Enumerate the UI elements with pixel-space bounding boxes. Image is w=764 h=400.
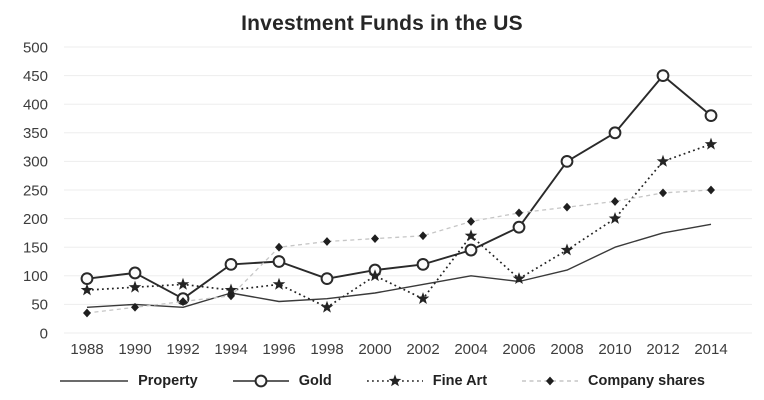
x-tick-label-2000: 2000 [358,341,391,358]
x-tick-label-2014: 2014 [694,341,727,358]
series-fine-art-point-2002 [416,292,430,304]
x-tick-label-1994: 1994 [214,341,247,358]
y-tick-label-500: 500 [23,40,48,56]
series-fine-art-point-2014 [704,137,718,150]
series-gold-point-1988 [80,272,94,286]
legend-company-shares-marker-icon [546,376,555,386]
series-fine-art-point-2012 [656,154,670,167]
legend-item-fine-art: Fine Art [366,373,487,389]
y-tick-label-350: 350 [23,125,48,142]
legend-property-swatch-icon [60,380,129,382]
series-company-shares-point-2002 [419,231,427,241]
series-gold-point-2004 [464,243,478,257]
series-fine-art-point-1994 [224,283,238,296]
x-tick-label-1988: 1988 [70,341,103,358]
series-company-shares-point-2010 [611,197,619,206]
legend-fine-art-marker-icon [388,374,402,387]
legend-gold-marker-icon [254,374,268,388]
series-fine-art-point-1996 [272,277,286,290]
series-fine-art [80,137,718,313]
series-fine-art-point-2000 [368,269,382,282]
series-fine-art-point-1990 [128,280,142,293]
series-company-shares-point-2006 [515,208,523,218]
x-tick-label-1996: 1996 [262,341,295,358]
series-property-line [86,223,712,308]
x-tick-label-2008: 2008 [550,341,583,358]
series-gold-point-2012 [656,69,670,82]
series-gold-point-1998 [320,272,334,286]
series-gold-point-2002 [416,257,430,271]
legend-item-property: Property [59,373,198,389]
series-company-shares-point-1998 [323,237,331,246]
series-company-shares-point-2004 [467,217,475,226]
y-tick-label-100: 100 [23,268,48,285]
series-company-shares-point-1996 [275,242,283,252]
series-gold-line [86,74,712,300]
y-tick-label-50: 50 [31,297,48,314]
series-fine-art-point-1992 [176,277,190,290]
series-gold-point-2010 [608,126,622,140]
plot-area: 0 50 100 150 200 250 300 350 400 450 500 1988 1990 19… [23,40,752,358]
legend-gold-swatch-icon [232,374,289,388]
legend-fine-art-swatch-icon [366,374,423,387]
y-tick-label-250: 250 [23,182,48,199]
series-company-shares-point-2000 [371,234,379,244]
series-gold-point-1994 [224,257,238,271]
series-fine-art-point-1998 [320,300,334,313]
series-company-shares-point-1992 [179,297,187,306]
y-tick-label-200: 200 [23,211,48,228]
series-gold-point-2014 [704,109,718,123]
series-company-shares [83,185,715,318]
series-fine-art-point-1988 [80,283,94,296]
x-tick-label-1990: 1990 [118,341,151,358]
chart-legend: Property Gold Fine Art Company shares [0,366,764,396]
y-tick-label-150: 150 [23,239,48,256]
chart-title: Investment Funds in the US [241,12,523,35]
x-tick-label-1992: 1992 [166,341,199,358]
series-gold-point-1990 [128,266,142,280]
legend-label-fine-art: Fine Art [432,373,488,389]
series-fine-art-line [86,143,712,309]
x-tick-label-1998: 1998 [310,341,343,358]
series-gold-point-2008 [560,155,574,168]
series-company-shares-point-1994 [227,291,235,301]
series-gold-point-1996 [272,255,286,268]
series-fine-art-point-2010 [608,212,622,224]
series-company-shares-line [86,189,712,314]
series-company-shares-point-1988 [83,308,91,318]
series-company-shares-point-2012 [659,188,667,198]
x-tick-label-2004: 2004 [454,341,487,358]
series-property [86,223,712,308]
series-fine-art-point-2006 [512,272,526,284]
y-tick-label-0: 0 [40,325,48,342]
x-tick-label-2002: 2002 [406,341,439,358]
y-tick-label-400: 400 [23,96,48,113]
legend-company-shares-swatch-icon [522,376,579,386]
series-fine-art-point-2004 [464,229,478,242]
series-company-shares-point-2008 [563,202,571,212]
legend-item-company-shares: Company shares [521,373,705,389]
x-tick-label-2006: 2006 [502,341,535,358]
series-gold [80,69,718,306]
legend-label-property: Property [138,373,198,389]
x-tick-label-2012: 2012 [646,341,679,358]
y-tick-label-450: 450 [23,68,48,85]
series-company-shares-point-2014 [707,185,715,195]
series-fine-art-point-2008 [560,243,574,256]
series-gold-point-2006 [512,220,526,234]
y-tick-label-300: 300 [23,154,48,171]
legend-item-gold: Gold [232,373,332,389]
legend-label-gold: Gold [298,373,332,389]
legend-label-company-shares: Company shares [588,373,705,389]
x-tick-label-2010: 2010 [598,341,631,358]
series-company-shares-point-1990 [131,302,139,312]
